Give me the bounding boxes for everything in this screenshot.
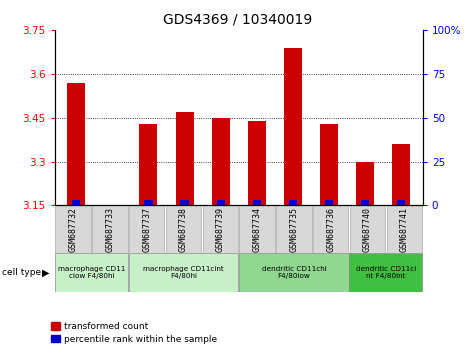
Bar bbox=[350, 253, 422, 292]
Bar bbox=[72, 200, 80, 205]
Bar bbox=[313, 206, 348, 253]
Bar bbox=[212, 118, 230, 205]
Text: dendritic CD11ci
nt F4/80int: dendritic CD11ci nt F4/80int bbox=[356, 266, 416, 279]
Bar bbox=[239, 253, 349, 292]
Text: ▶: ▶ bbox=[42, 268, 49, 278]
Bar bbox=[180, 200, 189, 205]
Bar bbox=[253, 200, 261, 205]
Bar bbox=[320, 124, 338, 205]
Bar bbox=[284, 47, 302, 205]
Text: GSM687733: GSM687733 bbox=[105, 207, 114, 252]
Bar bbox=[276, 206, 312, 253]
Text: GSM687741: GSM687741 bbox=[400, 207, 409, 252]
Bar bbox=[92, 206, 127, 253]
Bar bbox=[55, 253, 128, 292]
Text: GSM687739: GSM687739 bbox=[216, 207, 225, 252]
Bar bbox=[350, 206, 385, 253]
Text: GSM687738: GSM687738 bbox=[179, 207, 188, 252]
Text: GSM687740: GSM687740 bbox=[363, 207, 372, 252]
Bar bbox=[361, 200, 369, 205]
Text: GSM687734: GSM687734 bbox=[253, 207, 262, 252]
Legend: transformed count, percentile rank within the sample: transformed count, percentile rank withi… bbox=[48, 318, 220, 347]
Text: GSM687735: GSM687735 bbox=[289, 207, 298, 252]
Bar bbox=[56, 206, 91, 253]
Text: GSM687736: GSM687736 bbox=[326, 207, 335, 252]
Text: cell type: cell type bbox=[2, 268, 41, 277]
Bar bbox=[397, 200, 405, 205]
Bar bbox=[217, 200, 225, 205]
Bar bbox=[356, 161, 374, 205]
Text: GSM687732: GSM687732 bbox=[68, 207, 77, 252]
Bar bbox=[239, 206, 275, 253]
Bar bbox=[289, 200, 297, 205]
Bar bbox=[166, 206, 201, 253]
Bar bbox=[67, 82, 86, 205]
Bar bbox=[144, 200, 152, 205]
Bar bbox=[129, 253, 238, 292]
Text: GDS4369 / 10340019: GDS4369 / 10340019 bbox=[163, 12, 312, 27]
Bar bbox=[140, 124, 158, 205]
Text: macrophage CD11cint
F4/80hi: macrophage CD11cint F4/80hi bbox=[143, 266, 224, 279]
Bar bbox=[247, 121, 266, 205]
Bar bbox=[203, 206, 238, 253]
Bar bbox=[129, 206, 164, 253]
Bar bbox=[392, 144, 410, 205]
Text: dendritic CD11chi
F4/80low: dendritic CD11chi F4/80low bbox=[262, 266, 326, 279]
Text: macrophage CD11
clow F4/80hi: macrophage CD11 clow F4/80hi bbox=[58, 266, 125, 279]
Bar bbox=[176, 112, 194, 205]
Bar bbox=[325, 200, 333, 205]
Text: GSM687737: GSM687737 bbox=[142, 207, 151, 252]
Bar bbox=[387, 206, 422, 253]
